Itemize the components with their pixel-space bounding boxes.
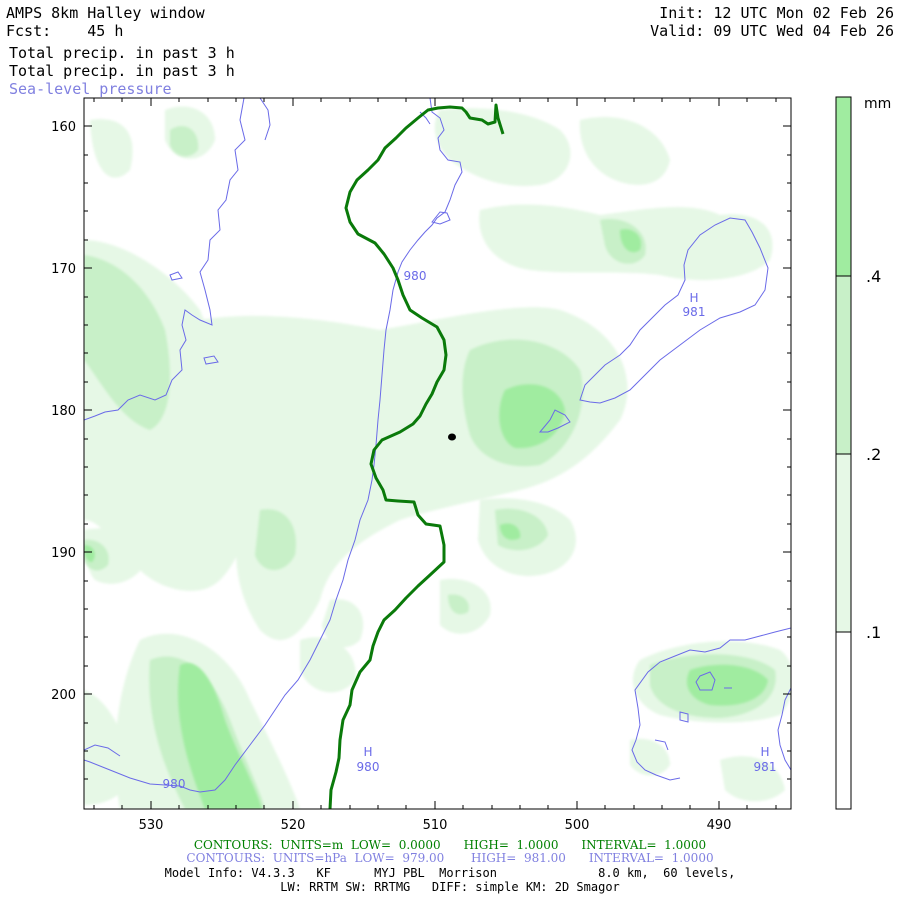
colorbar-level-label: .4: [866, 267, 881, 286]
field-label-1: Total precip. in past 3 h: [9, 44, 235, 62]
colorbar-bin: [836, 276, 851, 454]
x-tick-label: 490: [707, 818, 732, 833]
plot-frame: [83, 97, 792, 810]
contour-info-pressure: CONTOURS: UNITS=hPa LOW= 979.00 HIGH= 98…: [186, 851, 714, 865]
isobars: [84, 98, 791, 793]
y-tick-label: 190: [51, 546, 76, 561]
y-tick-label: 170: [51, 262, 76, 277]
precip-shading: [84, 106, 791, 809]
high-pressure-value: 980: [357, 760, 380, 774]
green-contour: [328, 103, 505, 809]
forecast-hour: Fcst: 45 h: [6, 22, 124, 40]
high-pressure-letter: H: [363, 745, 372, 759]
model-info-line-2: LW: RRTM SW: RRTMG DIFF: simple KM: 2D S…: [280, 880, 620, 894]
x-tick-label: 530: [139, 818, 164, 833]
x-tick-label: 500: [565, 818, 590, 833]
x-tick-label: 510: [423, 818, 448, 833]
x-tick-label: 520: [281, 818, 306, 833]
field-label-3: Sea-level pressure: [9, 80, 172, 98]
model-info-line-1: Model Info: V4.3.3 KF MYJ PBL Morrison 8…: [164, 866, 736, 880]
colorbar: [835, 96, 852, 810]
high-pressure-letter: H: [689, 291, 698, 305]
high-pressure-value: 981: [754, 760, 777, 774]
colorbar-unit: mm: [864, 96, 891, 112]
colorbar-bin: [836, 97, 851, 276]
high-pressure-value: 981: [683, 305, 706, 319]
y-tick-label: 200: [51, 688, 76, 703]
colorbar-bin: [836, 454, 851, 632]
init-time: Init: 12 UTC Mon 02 Feb 26: [659, 4, 894, 22]
colorbar-level-label: .1: [866, 623, 881, 642]
high-pressure-letter: H: [760, 745, 769, 759]
isobar-label: 980: [163, 777, 186, 791]
colorbar-level-label: .2: [866, 445, 881, 464]
colorbar-bin: [836, 632, 851, 809]
y-tick-label: 160: [51, 120, 76, 135]
isobar-label: 980: [404, 269, 427, 283]
x-axis: [93, 98, 777, 809]
y-tick-label: 180: [51, 404, 76, 419]
field-label-2: Total precip. in past 3 h: [9, 62, 235, 80]
y-axis: [84, 125, 791, 780]
valid-time: Valid: 09 UTC Wed 04 Feb 26: [650, 22, 894, 40]
contour-info-height: CONTOURS: UNITS=m LOW= 0.0000 HIGH= 1.00…: [193, 838, 707, 852]
map-title: AMPS 8km Halley window: [6, 4, 205, 22]
